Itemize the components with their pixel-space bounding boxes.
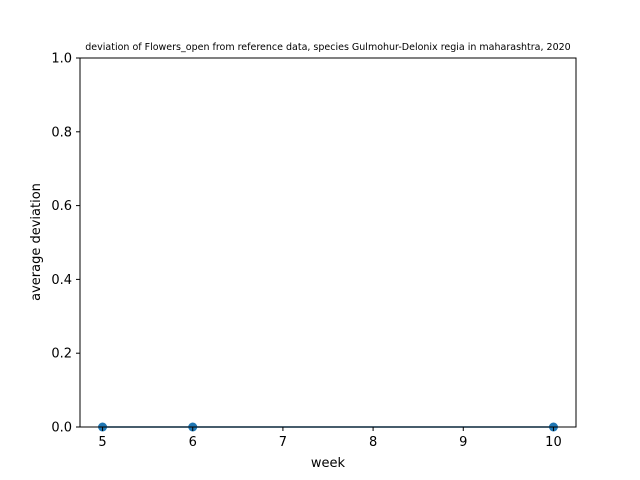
x-tick-label: 7 [279, 435, 287, 450]
chart-title: deviation of Flowers_open from reference… [85, 42, 570, 53]
y-tick-label: 0.4 [51, 273, 72, 288]
axes-frame [79, 57, 577, 428]
plot-area: 5 6 7 8 9 10 0.0 0.2 0.4 0.6 0.8 1.0 [51, 52, 577, 450]
y-tick-label: 0.2 [51, 347, 72, 362]
y-tick-label: 0.8 [51, 125, 72, 140]
x-tick-label: 5 [98, 435, 106, 450]
x-axis-label: week [311, 456, 346, 471]
x-tick-label: 10 [545, 435, 562, 450]
x-tick-label: 8 [369, 435, 377, 450]
x-tick-label: 6 [189, 435, 197, 450]
y-tick-label: 1.0 [51, 52, 72, 67]
x-tick-label: 9 [459, 435, 467, 450]
y-tick-label: 0.0 [51, 421, 72, 436]
y-tick-label: 0.6 [51, 199, 72, 214]
y-axis-label: average deviation [29, 183, 44, 301]
